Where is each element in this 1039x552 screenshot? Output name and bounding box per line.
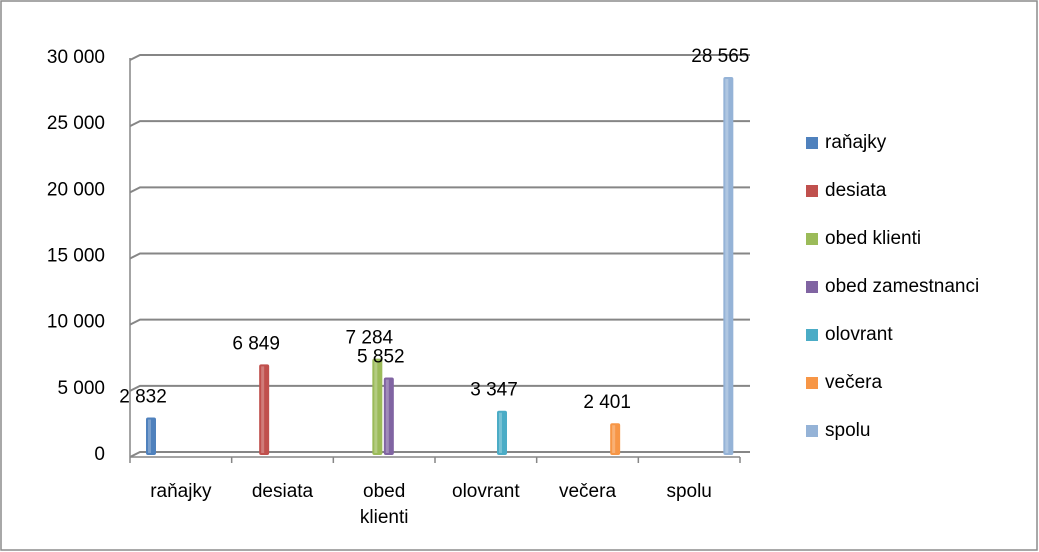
- legend-label: spolu: [825, 420, 870, 441]
- data-label: 2 832: [119, 387, 167, 408]
- x-tick-label: raňajky: [150, 481, 212, 502]
- data-label: 2 401: [583, 392, 631, 413]
- legend-swatch: [806, 137, 818, 149]
- y-tick-label: 30 000: [47, 47, 105, 68]
- y-tick-label: 5 000: [57, 378, 105, 399]
- bar-highlight: [385, 379, 389, 453]
- bar-highlight: [499, 412, 502, 453]
- legend-swatch: [806, 185, 818, 197]
- legend-label: obed klienti: [825, 228, 921, 249]
- data-label: 3 347: [470, 380, 518, 401]
- bar-highlight: [612, 425, 616, 453]
- x-tick-label: desiata: [252, 481, 314, 502]
- legend-swatch: [806, 281, 818, 293]
- y-tick-label: 0: [94, 444, 105, 465]
- bar: [610, 423, 621, 455]
- grid-line: [129, 451, 750, 458]
- y-tick-label: 20 000: [47, 179, 105, 200]
- grid-line: [129, 54, 750, 61]
- bar-highlight: [261, 366, 265, 453]
- bar: [723, 76, 734, 455]
- bar-highlight: [725, 78, 729, 453]
- bar: [497, 410, 507, 455]
- y-tick-label: 15 000: [47, 246, 105, 267]
- legend-label: olovrant: [825, 324, 893, 345]
- bar: [146, 417, 156, 455]
- legend-swatch: [806, 329, 818, 341]
- legend-label: desiata: [825, 180, 887, 201]
- grid-line: [129, 318, 750, 326]
- bar-highlight: [374, 360, 378, 453]
- legend-label: raňajky: [825, 132, 887, 153]
- x-tick-label: spolu: [666, 481, 711, 502]
- x-tick-label: obed klienti: [360, 481, 409, 528]
- legend-swatch: [806, 377, 818, 389]
- legend-swatch: [806, 425, 818, 437]
- grid-line: [129, 186, 750, 194]
- grid-line: [129, 120, 750, 128]
- data-label: 5 852: [357, 347, 405, 368]
- bar: [372, 358, 383, 455]
- legend-label: obed zamestnanci: [825, 276, 979, 297]
- data-label: 6 849: [232, 333, 280, 354]
- legend-label: večera: [825, 372, 882, 393]
- grid-line: [129, 384, 750, 392]
- bar: [383, 377, 394, 455]
- data-label: 28 565: [691, 46, 749, 67]
- y-tick-label: 10 000: [47, 312, 105, 333]
- x-tick-label: olovrant: [452, 481, 520, 502]
- bar-highlight: [148, 419, 151, 453]
- x-tick-label: večera: [559, 481, 616, 502]
- grid-line: [129, 252, 750, 260]
- legend-swatch: [806, 233, 818, 245]
- bar: [259, 364, 270, 455]
- y-tick-label: 25 000: [47, 113, 105, 134]
- data-label: 7 284: [346, 328, 394, 349]
